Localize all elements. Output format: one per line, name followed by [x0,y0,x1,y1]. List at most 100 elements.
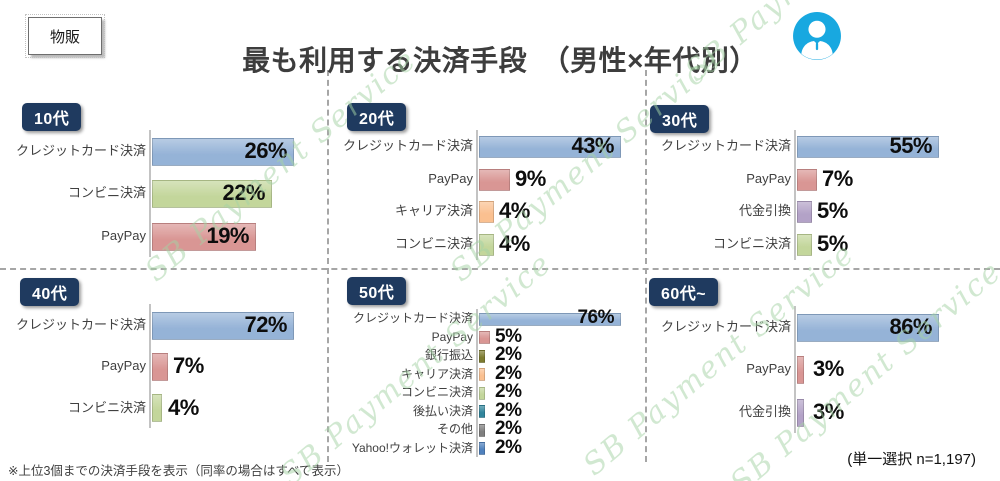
bar [479,136,621,159]
bar-category-label: キャリア決済 [400,366,473,381]
bar-category-label: クレジットカード決済 [660,319,791,334]
bar [479,168,510,191]
bar-row: コンビニ決済 22% [0,172,327,214]
bar-row: 後払い決済 2% [327,399,645,421]
bar-row: クレジットカード決済 72% [0,304,327,345]
bar-category-label: クレジットカード決済 [660,138,791,153]
bar-row: クレジットカード決済 76% [327,308,645,328]
age-badge: 50代 [347,277,407,305]
bar-chart: クレジットカード決済 76% PayPay 5% 銀行振込 2% キャリア決済 2% コンビニ決… [327,308,645,458]
age-badge: 10代 [22,103,82,131]
bar-category-label: コンビニ決済 [67,185,146,201]
bar-row: コンビニ決済 2% [327,382,645,402]
panel-30s: 30代 クレジットカード決済 55% PayPay 7% 代金引換 5% コンビニ決済 5% [645,70,990,268]
bar-value-label: 3% [813,356,844,382]
bar-row: PayPay 5% [327,325,645,347]
category-tag-box: 物販 [25,14,105,58]
bar-row: キャリア決済 2% [327,364,645,384]
bar-chart: クレジットカード決済 72% PayPay 7% コンビニ決済 4% [0,304,327,428]
dashed-divider-horizontal [0,268,1000,270]
bar-row: PayPay 9% [327,163,645,196]
bar-category-label: PayPay [746,170,791,186]
bar-category-label: PayPay [431,329,473,344]
bar-value-label: 2% [495,436,522,458]
bar [479,201,494,224]
bar-category-label: 後払い決済 [412,403,473,418]
age-badge: 30代 [650,105,710,133]
panel-60s: 60代~ クレジットカード決済 86% PayPay 3% 代金引換 3% [645,268,990,462]
bar-row: クレジットカード決済 86% [645,306,990,348]
bar [152,222,256,251]
age-badge: 40代 [20,278,80,306]
bar [479,349,485,363]
bar-row: Yahoo!ウォレット決済 2% [327,436,645,458]
bar-row: クレジットカード決済 26% [0,130,327,172]
bar [479,233,494,256]
dashed-divider-vertical-right [645,70,647,462]
male-person-icon [792,11,842,61]
bar-row: その他 2% [327,418,645,439]
bar-row: コンビニ決済 4% [0,387,327,428]
bar [152,352,168,381]
bar-chart: クレジットカード決済 43% PayPay 9% キャリア決済 4% コンビニ決済 4% [327,130,645,260]
axis-line [794,130,796,260]
bar [479,423,485,437]
bar-category-label: コンビニ決済 [712,235,791,251]
page-title: 最も利用する決済手段 （男性×年代別） [242,44,758,76]
bar-category-label: PayPay [746,361,791,377]
bar-value-label: 2% [495,418,522,439]
bar-category-label: クレジットカード決済 [15,317,146,332]
bar-category-label: その他 [436,422,473,436]
bar-value-label: 5% [817,198,848,223]
axis-line [149,130,151,257]
footnote: ※上位3個までの決済手段を表示（同率の場合はすべて表示） [8,464,350,478]
bar-category-label: 銀行振込 [424,348,473,362]
panel-20s: 20代 クレジットカード決済 43% PayPay 9% キャリア決済 4% コンビニ決済 4… [327,70,645,268]
bar [479,312,621,326]
bar-category-label: 代金引換 [738,203,791,218]
bar-row: PayPay 3% [645,348,990,390]
bar-category-label: PayPay [101,227,146,243]
panel-50s: 50代 クレジットカード決済 76% PayPay 5% 銀行振込 2% キャリア決済 2% コ… [327,268,645,462]
bar-row: クレジットカード決済 55% [645,130,990,163]
bar [479,368,485,382]
bar-row: 代金引換 5% [645,195,990,228]
bar-value-label: 26% [244,138,287,163]
bar-row: キャリア決済 4% [327,195,645,228]
bar-value-label: 72% [244,312,287,337]
bar [152,138,294,167]
bar-value-label: 5% [495,325,522,347]
bar [152,394,162,423]
bar-chart: クレジットカード決済 26% コンビニ決済 22% PayPay 19% [0,130,327,257]
bar [797,398,804,427]
bar [797,233,812,256]
bar [797,356,804,385]
bar-value-label: 4% [499,198,530,223]
bar-category-label: クレジットカード決済 [342,138,473,153]
bar [797,201,812,224]
bar-value-label: 7% [822,165,853,191]
bar [479,405,485,419]
bar-category-label: PayPay [101,358,146,374]
bar-row: PayPay 7% [0,345,327,386]
bar-value-label: 22% [222,180,265,206]
bar-value-label: 4% [499,230,530,256]
bar-category-label: コンビニ決済 [394,235,473,251]
bar [479,331,490,345]
bar-value-label: 86% [889,314,932,339]
panel-10s: 10代 クレジットカード決済 26% コンビニ決済 22% PayPay 19% [0,70,327,268]
bar-value-label: 2% [495,344,522,365]
category-tag-label: 物販 [49,28,80,46]
axis-line [476,309,478,457]
bar-category-label: クレジットカード決済 [15,143,146,158]
bar-category-label: PayPay [428,170,473,186]
bar-row: PayPay 19% [0,215,327,257]
panel-40s: 40代 クレジットカード決済 72% PayPay 7% コンビニ決済 4% [0,268,327,462]
bar-value-label: 2% [495,399,522,421]
sample-size-note: (単一選択 n=1,197) [847,451,976,468]
bar-category-label: Yahoo!ウォレット決済 [351,440,473,455]
age-badge: 20代 [347,103,407,131]
bar [152,180,272,209]
bar-row: コンビニ決済 4% [327,228,645,261]
